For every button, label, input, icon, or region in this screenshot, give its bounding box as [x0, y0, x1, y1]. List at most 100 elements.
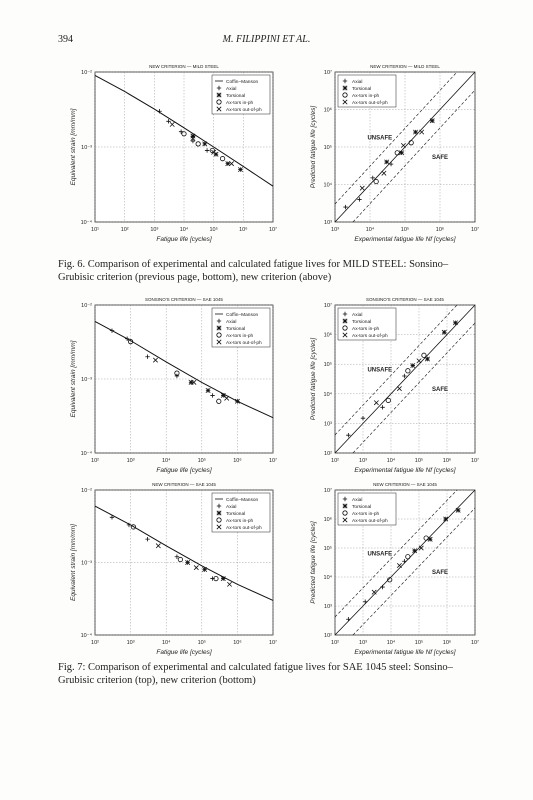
- data-point: [195, 141, 201, 147]
- x-tick-label: 10⁵: [209, 226, 217, 233]
- data-point: [216, 106, 222, 112]
- x-tick-label: 10⁴: [387, 639, 396, 646]
- data-point: [126, 522, 132, 528]
- legend-label: Torsional: [352, 319, 371, 325]
- y-tick-label: 10⁻³: [81, 145, 92, 151]
- data-point: [193, 565, 199, 571]
- x-tick-label: 10⁶: [436, 226, 444, 233]
- data-point: [204, 148, 210, 153]
- x-tick-label: 10⁷: [471, 457, 479, 464]
- diagonal: [334, 489, 476, 636]
- legend-label: Coffin–Manson: [226, 497, 259, 503]
- data-point: [213, 575, 219, 582]
- data-point: [421, 352, 427, 358]
- data-point: [342, 318, 348, 324]
- y-tick-label: 10⁵: [324, 545, 332, 552]
- data-point: [109, 515, 115, 520]
- legend-label: Axial: [226, 504, 236, 510]
- data-point: [216, 510, 222, 516]
- data-point: [216, 92, 222, 98]
- data-point: [441, 329, 447, 335]
- x-tick-label: 10³: [331, 227, 339, 233]
- y-tick-label: 10⁻⁴: [81, 450, 93, 457]
- x-tick-label: 10²: [91, 458, 99, 464]
- data-point: [174, 370, 180, 376]
- x-tick-label: 10⁶: [443, 457, 451, 464]
- data-point: [363, 599, 368, 604]
- data-point: [216, 325, 222, 331]
- data-point: [190, 135, 196, 141]
- data-point: [229, 161, 235, 167]
- legend-label: Axial: [352, 497, 362, 503]
- data-point: [396, 562, 402, 568]
- y-tick-label: 10⁴: [324, 182, 333, 189]
- y-axis-label: Predicted fatigue life [cycles]: [310, 106, 317, 189]
- data-point: [360, 415, 366, 421]
- legend-box: [211, 74, 271, 115]
- y-tick-label: 10⁴: [324, 574, 333, 581]
- data-point: [443, 516, 449, 522]
- legend-label: Axial: [352, 312, 362, 318]
- legend-box: [211, 307, 271, 348]
- data-point: [130, 524, 137, 530]
- data-point: [394, 150, 400, 156]
- legend-label: Torsional: [352, 86, 371, 92]
- legend-label: Torsional: [226, 326, 245, 332]
- diagonal-band: [334, 489, 458, 618]
- data-point: [342, 85, 348, 91]
- data-point: [405, 554, 411, 560]
- diagonal-band: [352, 507, 476, 636]
- data-point: [190, 133, 196, 139]
- y-tick-label: 10⁶: [324, 516, 332, 523]
- data-point: [224, 395, 230, 401]
- region-label: UNSAFE: [367, 368, 392, 374]
- data-point: [227, 581, 232, 587]
- data-point: [413, 129, 419, 135]
- x-tick-label: 10⁴: [180, 226, 189, 233]
- data-point: [216, 332, 222, 338]
- panel-title: NEW CRITERION — SAE 1045: [373, 482, 437, 487]
- data-point: [177, 556, 183, 563]
- y-axis-label: Equivalent strain [mm/mm]: [70, 108, 77, 185]
- data-point: [225, 161, 231, 167]
- y-tick-label: 10⁻³: [81, 377, 92, 383]
- x-axis-label: Experimental fatigue life Nf [cycles]: [354, 649, 455, 656]
- y-tick-label: 10⁻²: [81, 70, 92, 76]
- region-label: SAFE: [432, 570, 448, 576]
- x-tick-label: 10²: [331, 640, 339, 646]
- x-tick-label: 10⁴: [162, 639, 171, 646]
- x-tick-label: 10²: [91, 640, 99, 646]
- region-label: SAFE: [432, 155, 448, 161]
- data-point: [216, 503, 222, 509]
- x-tick-label: 10³: [127, 640, 135, 646]
- data-point: [205, 387, 211, 393]
- data-point: [181, 131, 187, 137]
- data-point: [145, 536, 150, 542]
- x-tick-label: 10⁷: [471, 226, 479, 233]
- data-point: [216, 517, 222, 523]
- x-tick-label: 10⁴: [387, 457, 396, 464]
- data-point: [342, 332, 348, 338]
- data-point: [342, 503, 348, 509]
- x-axis-label: Fatigue life [cycles]: [156, 467, 211, 474]
- x-axis-label: Fatigue life [cycles]: [156, 649, 211, 656]
- fit-curve: [94, 320, 274, 419]
- data-point: [380, 584, 385, 590]
- y-tick-label: 10⁵: [324, 144, 332, 151]
- legend-label: Coffin–Manson: [226, 312, 259, 318]
- x-axis-label: Experimental fatigue life Nf [cycles]: [354, 236, 455, 243]
- data-point: [412, 548, 418, 554]
- legend-box: [337, 74, 397, 108]
- panel-title: NEW CRITERION — MILD STEEL: [370, 64, 440, 69]
- data-point: [381, 170, 387, 176]
- data-point: [209, 147, 215, 154]
- data-point: [402, 373, 407, 379]
- x-tick-label: 10⁵: [415, 457, 423, 464]
- data-point: [419, 129, 425, 135]
- legend-box: [337, 492, 397, 526]
- data-point: [216, 339, 222, 345]
- data-point: [405, 368, 411, 374]
- x-tick-label: 10⁶: [233, 639, 241, 646]
- data-point: [388, 161, 394, 167]
